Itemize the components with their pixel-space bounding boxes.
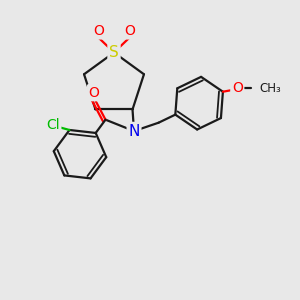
Text: CH₃: CH₃ [260, 82, 281, 94]
Text: N: N [128, 124, 140, 139]
Text: O: O [124, 24, 135, 38]
Text: O: O [93, 24, 104, 38]
Text: O: O [232, 81, 243, 95]
Text: O: O [89, 86, 100, 100]
Text: Cl: Cl [46, 118, 60, 133]
Text: S: S [109, 45, 119, 60]
